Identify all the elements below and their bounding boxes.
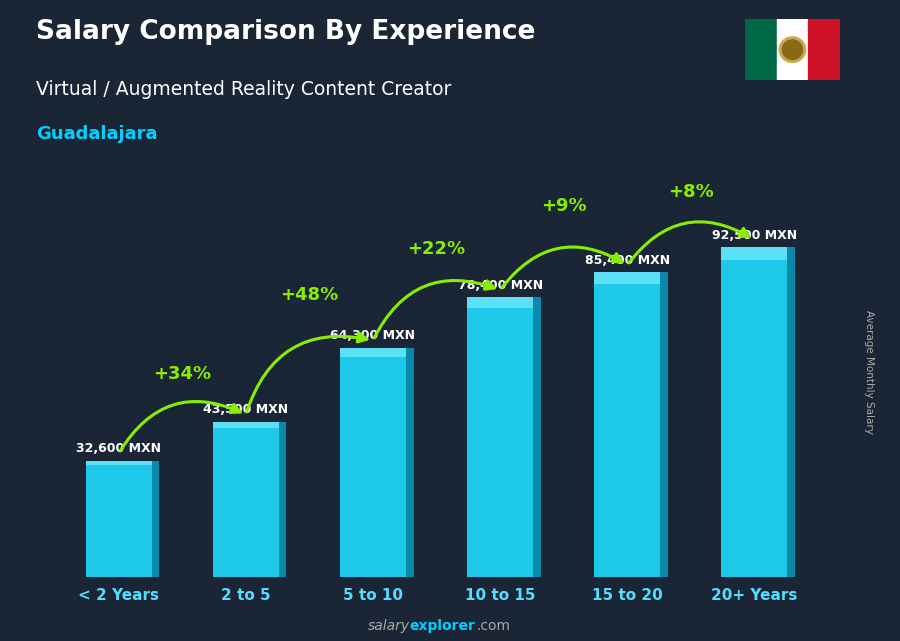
Circle shape xyxy=(779,37,806,62)
Bar xyxy=(86,461,152,465)
Text: 78,400 MXN: 78,400 MXN xyxy=(457,279,543,292)
Text: Guadalajara: Guadalajara xyxy=(36,125,158,143)
Text: 32,600 MXN: 32,600 MXN xyxy=(76,442,161,455)
Text: Salary Comparison By Experience: Salary Comparison By Experience xyxy=(36,19,536,46)
Bar xyxy=(777,19,808,80)
Text: 85,400 MXN: 85,400 MXN xyxy=(585,254,670,267)
Bar xyxy=(808,19,840,80)
Bar xyxy=(340,347,406,356)
FancyBboxPatch shape xyxy=(279,422,286,577)
Text: +48%: +48% xyxy=(280,286,338,304)
Text: Average Monthly Salary: Average Monthly Salary xyxy=(863,310,874,434)
FancyBboxPatch shape xyxy=(406,347,414,577)
Bar xyxy=(212,422,279,577)
Bar xyxy=(721,247,788,260)
Circle shape xyxy=(782,40,803,60)
Text: 92,500 MXN: 92,500 MXN xyxy=(712,229,796,242)
Text: +34%: +34% xyxy=(153,365,211,383)
Text: +8%: +8% xyxy=(668,183,714,201)
Bar xyxy=(594,272,661,577)
Bar xyxy=(721,247,788,577)
Bar xyxy=(86,461,152,577)
Bar xyxy=(467,297,533,308)
Text: salary: salary xyxy=(367,619,410,633)
Bar xyxy=(745,19,777,80)
Bar xyxy=(467,297,533,577)
Text: +22%: +22% xyxy=(408,240,465,258)
FancyBboxPatch shape xyxy=(661,272,668,577)
FancyBboxPatch shape xyxy=(152,461,159,577)
Text: explorer: explorer xyxy=(410,619,475,633)
Text: 64,300 MXN: 64,300 MXN xyxy=(330,329,416,342)
Text: Virtual / Augmented Reality Content Creator: Virtual / Augmented Reality Content Crea… xyxy=(36,80,452,99)
Text: .com: .com xyxy=(477,619,511,633)
FancyBboxPatch shape xyxy=(788,247,795,577)
Text: 43,500 MXN: 43,500 MXN xyxy=(203,403,288,417)
Bar xyxy=(340,347,406,577)
Bar xyxy=(594,272,661,285)
FancyBboxPatch shape xyxy=(533,297,541,577)
Text: +9%: +9% xyxy=(541,197,587,215)
Bar xyxy=(212,422,279,428)
